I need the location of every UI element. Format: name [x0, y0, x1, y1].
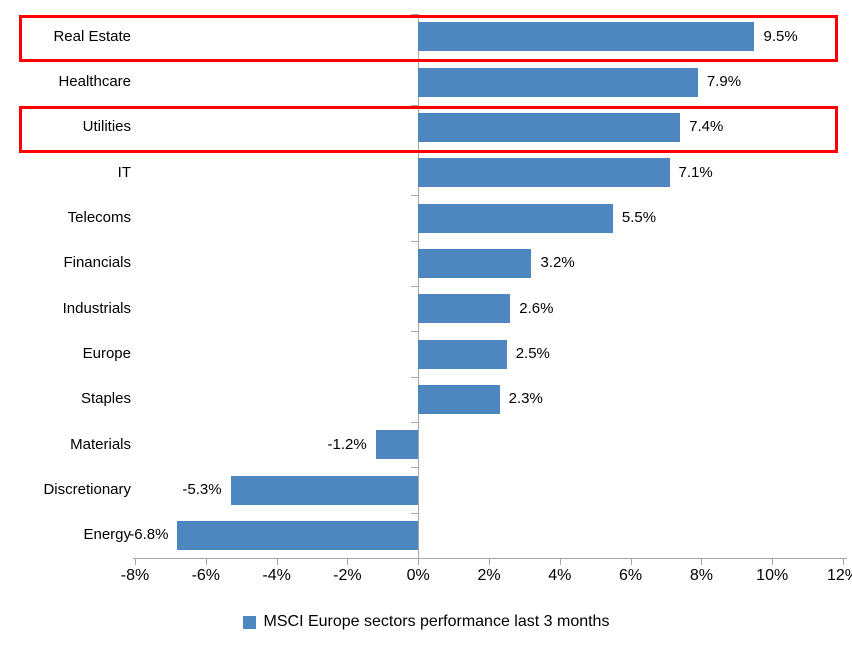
x-axis-tick: [489, 558, 490, 565]
x-axis-tick: [559, 558, 561, 565]
bar: [230, 475, 419, 505]
x-axis-tick-label: -2%: [333, 567, 362, 584]
bar: [418, 203, 613, 233]
category-label: Discretionary: [43, 481, 131, 498]
bar: [418, 339, 507, 369]
x-axis-tick-label: 4%: [548, 567, 572, 584]
category-label: Healthcare: [58, 73, 131, 90]
x-axis-tick: [772, 558, 774, 565]
legend-label: MSCI Europe sectors performance last 3 m…: [263, 613, 610, 630]
value-label: 7.9%: [706, 73, 742, 90]
value-label: 3.2%: [540, 254, 575, 272]
category-label: IT: [117, 163, 131, 181]
value-label: 2.6%: [519, 299, 554, 317]
value-label: -1.2%: [327, 435, 367, 453]
category-axis-tick: [411, 331, 419, 333]
highlight-box: [19, 15, 838, 63]
bar: [375, 430, 419, 460]
x-axis-tick-label: 12%: [826, 567, 852, 584]
category-label: Materials: [70, 435, 131, 453]
x-axis-tick: [135, 558, 136, 565]
value-label: 9.5%: [763, 27, 798, 45]
category-label: Utilities: [82, 118, 131, 136]
category-axis-tick: [411, 286, 419, 287]
bar: [418, 67, 698, 97]
value-label: 7.4%: [689, 118, 724, 136]
category-label: Telecoms: [67, 209, 131, 226]
bar: [418, 294, 511, 324]
x-axis-tick-label: -6%: [191, 567, 221, 584]
value-label: -6.8%: [129, 526, 169, 544]
x-axis-tick: [276, 558, 278, 565]
bar: [418, 384, 500, 414]
category-axis-tick: [411, 240, 419, 242]
x-axis-tick-label: 6%: [619, 567, 643, 584]
value-label: 5.5%: [621, 209, 657, 226]
x-axis-tick: [347, 558, 349, 565]
bar: [418, 112, 681, 142]
bar: [418, 248, 532, 278]
legend: MSCI Europe sectors performance last 3 m…: [0, 606, 852, 638]
bar: [418, 22, 755, 52]
category-label: Europe: [82, 345, 131, 362]
x-axis-tick: [205, 558, 207, 565]
bar: [418, 158, 670, 188]
x-axis-tick-label: 10%: [756, 567, 789, 584]
value-label: 7.1%: [678, 163, 713, 181]
x-axis-tick-label: 0%: [406, 567, 430, 584]
x-axis-tick: [418, 558, 420, 565]
bar: [177, 520, 419, 550]
x-axis-tick-label: -8%: [120, 567, 150, 584]
category-axis-tick: [411, 195, 419, 197]
highlight-box: [19, 105, 838, 153]
x-axis-tick: [701, 558, 703, 565]
category-axis-tick: [411, 512, 419, 514]
legend-marker-icon: [242, 615, 256, 629]
x-axis-line: [133, 558, 847, 559]
x-axis-tick-label: -4%: [262, 567, 291, 584]
category-label: Energy: [83, 526, 131, 544]
category-label: Financials: [63, 254, 131, 272]
value-label: 2.5%: [515, 345, 550, 362]
x-axis-tick: [630, 558, 632, 565]
value-label: -5.3%: [182, 481, 222, 498]
category-axis-tick: [411, 14, 419, 15]
category-axis-tick: [411, 376, 419, 378]
x-axis-tick-label: 2%: [477, 567, 501, 584]
category-axis-tick: [411, 104, 419, 106]
category-label: Staples: [80, 390, 131, 408]
x-axis-tick-label: 8%: [689, 567, 713, 584]
zero-axis-line: [418, 14, 420, 565]
category-axis-tick: [411, 422, 419, 423]
value-label: 2.3%: [508, 390, 543, 408]
category-label: Real Estate: [53, 27, 131, 45]
category-axis-tick: [411, 467, 419, 469]
x-axis-tick: [843, 558, 844, 565]
category-label: Industrials: [62, 299, 131, 317]
